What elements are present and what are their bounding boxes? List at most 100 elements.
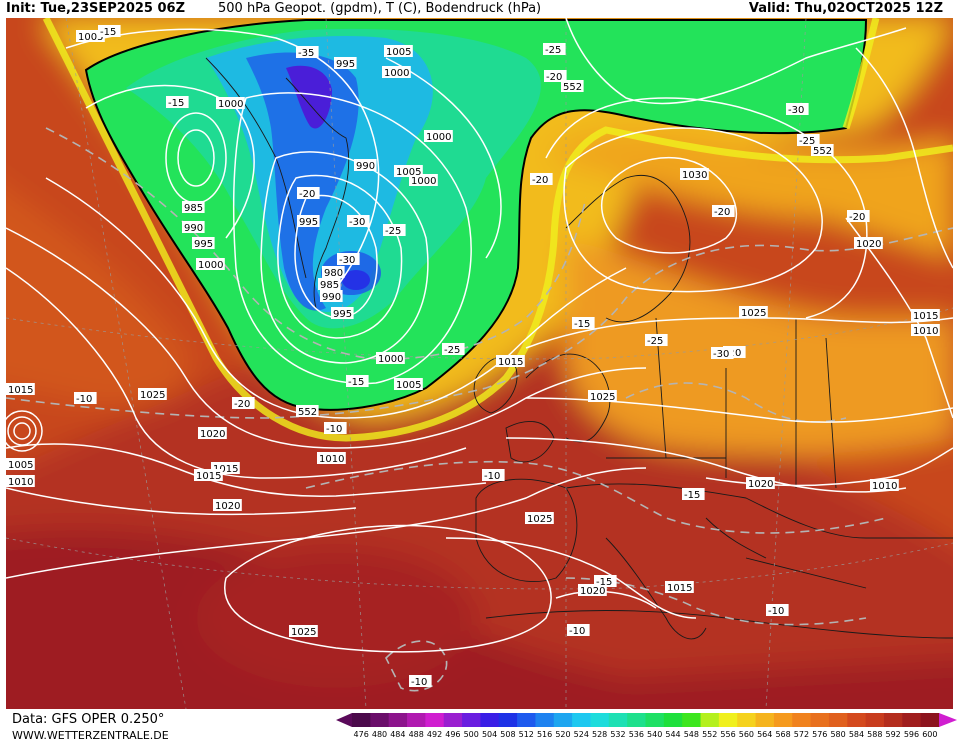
data-source: Data: GFS OPER 0.250° [12, 712, 165, 727]
legend-tick-label: 528 [592, 730, 607, 739]
isotherm-label: -15 [346, 375, 369, 388]
chart-footer: Data: GFS OPER 0.250° WWW.WETTERZENTRALE… [0, 709, 959, 742]
svg-text:1005: 1005 [8, 460, 33, 471]
isobar-label: 1030 [680, 168, 709, 181]
legend-tick-label: 480 [372, 730, 387, 739]
isotherms [6, 127, 953, 692]
isobar-label: 1025 [739, 306, 768, 319]
legend-tick-label: 564 [757, 730, 772, 739]
svg-text:990: 990 [184, 223, 203, 234]
legend-swatch [407, 713, 426, 727]
legend-swatch [480, 713, 500, 727]
isotherm-label: -10 [409, 675, 432, 688]
isotherm-label: -20 [297, 187, 320, 200]
isobar-label: 1005 [6, 458, 35, 471]
svg-text:-20: -20 [546, 72, 562, 83]
svg-text:-10: -10 [76, 394, 92, 405]
svg-text:-30: -30 [788, 105, 804, 116]
legend-swatch [718, 713, 738, 727]
svg-text:985: 985 [320, 280, 339, 291]
legend-swatch [883, 713, 903, 727]
svg-text:985: 985 [184, 203, 203, 214]
isotherm-label: -10 [567, 624, 590, 637]
legend-tick-label: 592 [886, 730, 901, 739]
isotherm-label: -15 [166, 96, 189, 109]
legend-tick-label: 476 [354, 730, 369, 739]
isotherm-label: -30 [347, 215, 370, 228]
isobar-label: 1015 [665, 581, 694, 594]
isotherm-label: -10 [766, 604, 789, 617]
legend-swatch [773, 713, 793, 727]
isotherm-label: -10 [74, 392, 97, 405]
legend-tick-label: 552 [702, 730, 717, 739]
chart-title: 500 hPa Geopot. (gpdm), T (C), Bodendruc… [218, 1, 542, 16]
svg-text:1020: 1020 [215, 501, 240, 512]
svg-text:1005: 1005 [396, 380, 421, 391]
legend-swatch [645, 713, 665, 727]
svg-text:-25: -25 [647, 336, 663, 347]
legend-tick-label: 596 [904, 730, 919, 739]
svg-text:995: 995 [333, 309, 352, 320]
isobar-label: 1010 [911, 324, 940, 337]
isotherm-label: -15 [572, 317, 595, 330]
isobar-label: 1010 [6, 475, 35, 488]
isotherm-label: -30 [711, 347, 734, 360]
svg-text:1030: 1030 [682, 170, 707, 181]
legend-swatch [663, 713, 683, 727]
legend-swatch [737, 713, 757, 727]
isotherm-label: -25 [645, 334, 668, 347]
isobar-label: 990 [320, 290, 343, 303]
legend-swatch [443, 713, 463, 727]
legend-tick-label: 572 [794, 730, 809, 739]
map-canvas: 1005 1005 995 1000 1000 1000 1000 990 1005 995 985… [6, 18, 953, 709]
legend-swatch [425, 713, 445, 727]
svg-text:-10: -10 [411, 677, 427, 688]
legend-swatch [517, 713, 536, 727]
svg-text:980: 980 [324, 268, 343, 279]
legend-arrow-left [336, 713, 352, 727]
isobar-label: 985 [318, 278, 341, 291]
svg-text:-15: -15 [684, 490, 700, 501]
height-contour-label: 552 [561, 80, 584, 93]
svg-text:-20: -20 [299, 189, 315, 200]
lat-lon-grid [6, 18, 953, 709]
svg-text:1005: 1005 [396, 167, 421, 178]
svg-text:-10: -10 [326, 424, 342, 435]
isotherm-label: -15 [594, 575, 617, 588]
svg-text:1010: 1010 [319, 454, 344, 465]
isotherm-label: -20 [530, 173, 553, 186]
isobar-label: 1000 [424, 130, 453, 143]
isobar-label: 990 [354, 159, 377, 172]
legend-tick-label: 532 [610, 730, 625, 739]
map-labels: 1005 1005 995 1000 1000 1000 1000 990 1005 995 985… [6, 25, 940, 688]
valid-time: Valid: Thu,02OCT2025 12Z [748, 1, 943, 16]
legend-swatch [920, 713, 940, 727]
svg-text:1015: 1015 [913, 311, 938, 322]
isobar-label: 1000 [196, 258, 225, 271]
svg-text:-15: -15 [168, 98, 184, 109]
legend-tick-label: 504 [482, 730, 497, 739]
svg-text:1015: 1015 [498, 357, 523, 368]
isobar-label: 995 [297, 215, 320, 228]
legend-tick-label: 512 [519, 730, 534, 739]
legend-arrow-right [939, 713, 957, 727]
legend-swatch [590, 713, 610, 727]
legend-tick-label: 576 [812, 730, 827, 739]
svg-text:-10: -10 [768, 606, 784, 617]
isotherm-label: -30 [786, 103, 809, 116]
svg-text:-25: -25 [545, 45, 561, 56]
svg-text:1000: 1000 [198, 260, 223, 271]
svg-text:1000: 1000 [218, 99, 243, 110]
svg-text:-35: -35 [298, 48, 314, 59]
legend-tick-label: 556 [720, 730, 735, 739]
svg-text:552: 552 [813, 146, 832, 157]
isobar-label: 1015 [496, 355, 525, 368]
isotherm-label: -30 [337, 253, 360, 266]
svg-text:-25: -25 [444, 345, 460, 356]
svg-text:1000: 1000 [411, 176, 436, 187]
legend-tick-label: 520 [555, 730, 570, 739]
isobar-label: 1005 [394, 378, 423, 391]
legend-swatch [608, 713, 628, 727]
legend-tick-label: 536 [629, 730, 644, 739]
svg-text:1025: 1025 [140, 390, 165, 401]
